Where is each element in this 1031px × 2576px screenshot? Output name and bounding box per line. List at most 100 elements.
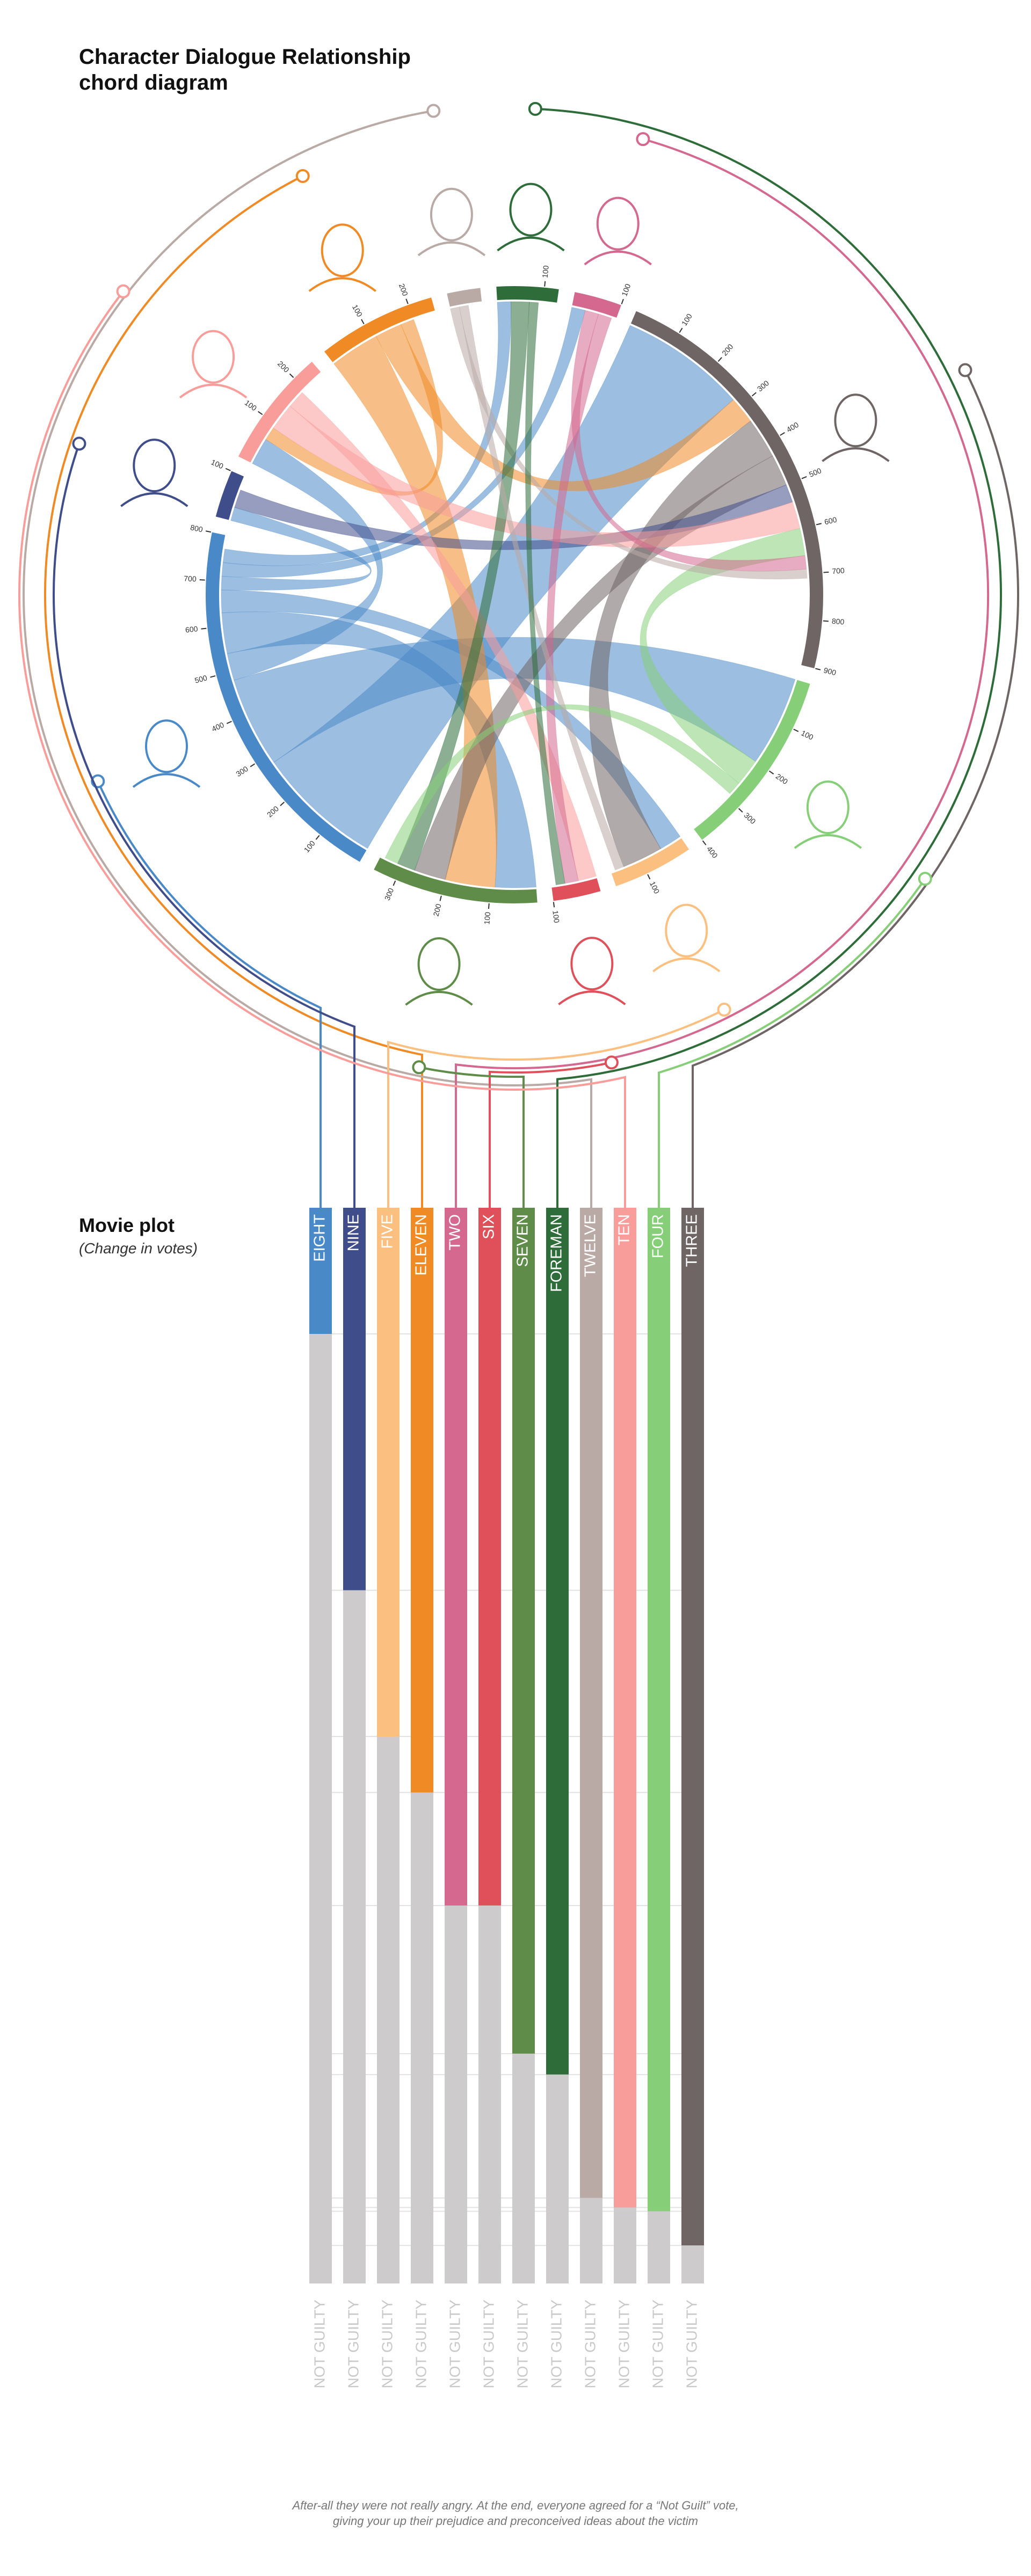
portrait: [822, 393, 890, 462]
tick-label: 100: [680, 312, 694, 327]
section-subtitle: (Change in votes): [79, 1240, 198, 1257]
end-label: NOT GUILTY: [446, 2300, 463, 2389]
tick-label: 300: [234, 764, 249, 778]
tick-label: 300: [383, 887, 396, 902]
end-label: NOT GUILTY: [683, 2300, 700, 2389]
tick-mark: [225, 468, 231, 471]
tick-label: 500: [194, 673, 208, 685]
leader-line: [692, 369, 1019, 1208]
chord-ribbon: [221, 611, 537, 888]
end-label: NOT GUILTY: [480, 2300, 497, 2389]
chord-ribbon: [450, 307, 808, 580]
column-label: SIX: [481, 1214, 498, 1239]
portrait-shoulders: [417, 241, 486, 257]
tick-mark: [647, 874, 651, 880]
end-label: NOT GUILTY: [311, 2300, 328, 2389]
tick-label: 700: [184, 574, 197, 583]
portrait-head: [834, 393, 877, 448]
guilty-bar: [445, 1208, 467, 1906]
tick-mark: [226, 720, 232, 724]
leader-marker: [958, 363, 972, 377]
not-guilty-bar: [681, 2245, 704, 2283]
portrait-head: [133, 439, 176, 493]
tick-mark: [280, 801, 285, 806]
footnote: After-all they were not really angry. At…: [292, 2499, 739, 2512]
tick-label: 100: [620, 282, 632, 297]
leader-marker: [528, 101, 542, 116]
tick-label: 300: [743, 811, 758, 826]
leader-marker: [426, 104, 441, 118]
tick-mark: [250, 763, 256, 768]
leader-marker: [636, 132, 650, 147]
portrait-shoulders: [308, 277, 376, 292]
tick-mark: [621, 298, 624, 304]
column-label: THREE: [684, 1214, 701, 1267]
end-label: NOT GUILTY: [582, 2300, 598, 2389]
chart-title: Character Dialogue Relationship chord di…: [79, 45, 411, 94]
leader-line: [418, 1066, 525, 1208]
tick-mark: [361, 319, 365, 325]
portrait-shoulders: [652, 957, 721, 973]
portrait-head: [430, 187, 473, 242]
group-arc: [572, 292, 621, 318]
tick-label: 800: [190, 523, 204, 534]
portrait-head: [570, 937, 614, 991]
footnote: giving your up their prejudice and preco…: [333, 2514, 698, 2528]
portrait-head: [665, 903, 708, 958]
tick-mark: [679, 327, 683, 333]
group-arc: [611, 838, 689, 887]
leader-marker: [604, 1055, 619, 1070]
tick-label: 700: [832, 566, 845, 575]
tick-mark: [210, 675, 216, 678]
portrait: [120, 439, 188, 507]
portrait-head: [806, 780, 850, 834]
guilty-bar: [681, 1208, 704, 2246]
group-arc: [324, 297, 435, 362]
portrait-shoulders: [584, 250, 652, 266]
tick-label: 100: [482, 911, 492, 925]
leader-marker: [72, 436, 86, 451]
guilty-bar: [377, 1208, 400, 1737]
portrait-head: [417, 937, 461, 991]
tick-label: 800: [831, 617, 845, 626]
tick-label: 200: [265, 804, 280, 819]
tick-label: 600: [185, 624, 198, 634]
tick-mark: [801, 476, 807, 479]
guilty-bar: [343, 1208, 366, 1590]
tick-mark: [393, 880, 396, 886]
guilty-bar: [546, 1208, 569, 2075]
guilty-bar: [309, 1208, 332, 1334]
tick-label: 100: [800, 728, 815, 742]
portrait-shoulders: [794, 834, 862, 849]
tick-mark: [823, 571, 829, 573]
portrait: [558, 937, 626, 1005]
chord-ribbon: [221, 307, 586, 578]
portrait-shoulders: [558, 990, 626, 1005]
leader-line: [535, 107, 1002, 1208]
leader-line: [455, 138, 989, 1208]
guilty-bar: [512, 1208, 535, 2054]
portrait: [417, 187, 486, 257]
end-label: NOT GUILTY: [412, 2300, 429, 2389]
tick-label: 200: [720, 342, 735, 357]
chord-ribbon: [459, 305, 625, 871]
tick-label: 100: [648, 880, 662, 895]
guilty-bar: [580, 1208, 602, 2198]
leader-line: [44, 175, 423, 1208]
group-arc: [205, 532, 367, 862]
group-arc: [447, 288, 482, 307]
chord-ribbon: [221, 589, 681, 849]
portrait: [405, 937, 473, 1006]
portrait: [794, 780, 862, 849]
chord-ribbon: [397, 301, 530, 871]
portrait: [497, 183, 565, 252]
leader-line: [97, 780, 322, 1208]
portrait-shoulders: [132, 773, 201, 788]
tick-mark: [823, 620, 829, 622]
column-label: TWELVE: [582, 1214, 599, 1277]
tick-mark: [544, 281, 546, 287]
tick-mark: [751, 392, 757, 397]
leader-line: [53, 443, 355, 1208]
